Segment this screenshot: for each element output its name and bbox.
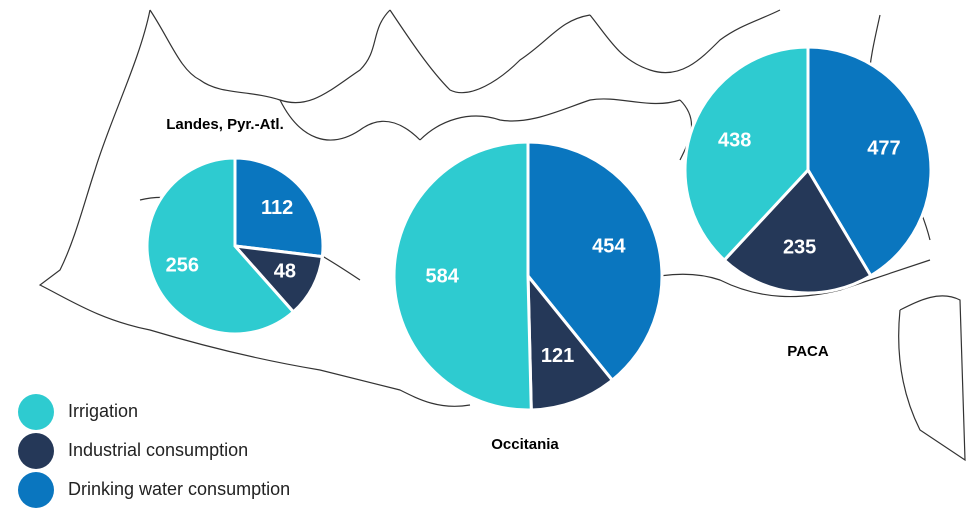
legend-label: Industrial consumption [68, 440, 248, 460]
slice-label: 584 [426, 265, 460, 287]
pie-slice [722, 167, 873, 295]
slice-label: 112 [261, 197, 293, 219]
pie-slice [526, 271, 615, 412]
region-label: Occitania [491, 436, 559, 453]
legend-swatch [18, 433, 54, 469]
pie-slice [526, 140, 664, 383]
pie-slice [683, 45, 810, 263]
slice-label: 438 [718, 130, 751, 152]
slice-label: 454 [592, 236, 626, 258]
slice-label: 477 [867, 137, 900, 159]
pie-slice [145, 156, 296, 336]
slice-label: 235 [783, 237, 816, 259]
legend-swatch [18, 472, 54, 508]
pie-slice [392, 140, 533, 412]
region-label: PACA [787, 343, 829, 360]
legend-label: Drinking water consumption [68, 479, 290, 499]
legend-swatch [18, 394, 54, 430]
slice-label: 256 [166, 254, 199, 276]
legend-label: Irrigation [68, 401, 138, 421]
region-label: Landes, Pyr.-Atl. [166, 116, 284, 133]
pie-slice [806, 45, 933, 278]
slice-label: 121 [541, 345, 574, 367]
slice-label: 48 [274, 260, 296, 282]
pie-slice [233, 156, 325, 259]
